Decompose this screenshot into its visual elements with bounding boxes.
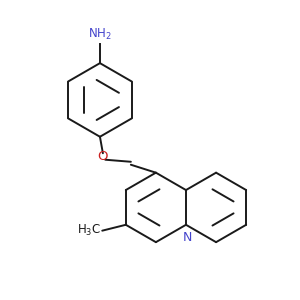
Text: H$_3$C: H$_3$C: [77, 223, 101, 238]
Text: O: O: [98, 150, 108, 163]
Text: NH$_2$: NH$_2$: [88, 27, 112, 42]
Text: N: N: [183, 231, 192, 244]
